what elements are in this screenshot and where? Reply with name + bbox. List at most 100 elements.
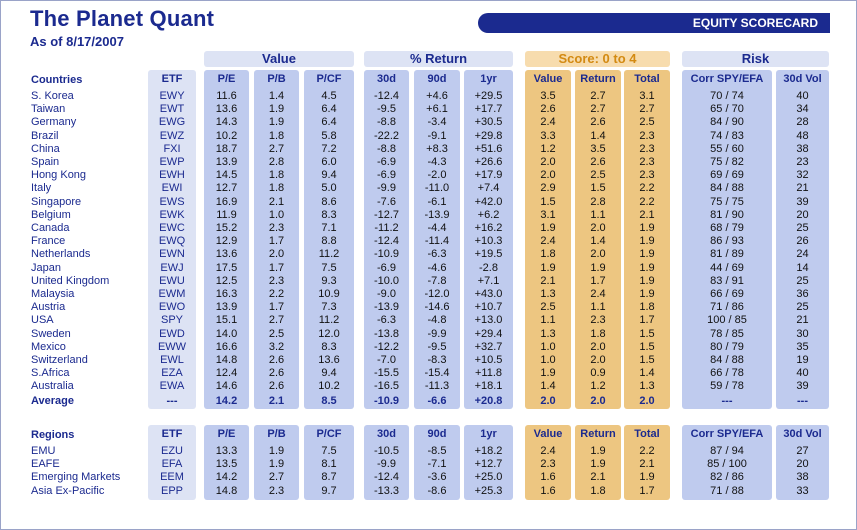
table-cell: 66 / 69 <box>710 288 744 300</box>
column-header: 1yr <box>480 428 497 440</box>
table-cell: 24 <box>796 248 809 261</box>
table-cell: 2.6 <box>590 156 606 168</box>
table-cell: 13.9 <box>215 301 238 314</box>
table-cell: 3.5 <box>590 142 606 155</box>
table-cell: 2.9 <box>540 182 556 195</box>
table-cell: EWZ <box>159 129 185 142</box>
table-cell: 1.1 <box>590 301 606 314</box>
table-cell: 2.6 <box>540 103 556 116</box>
table-cell: 15.1 <box>215 314 238 327</box>
column-header: 1yr <box>480 73 497 85</box>
row-label: Italy <box>31 182 52 195</box>
table-cell: FXI <box>163 142 181 155</box>
table-cell: 2.0 <box>540 156 556 168</box>
table-cell: EZA <box>161 367 183 380</box>
table-cell: 85 / 100 <box>707 458 747 471</box>
table-cell: 2.3 <box>268 484 285 497</box>
table-cell: 1.9 <box>540 367 556 380</box>
table-cell: 14.5 <box>215 169 238 182</box>
table-cell: 6.4 <box>321 116 337 129</box>
table-cell: 84 / 90 <box>710 116 744 129</box>
table-cell: 20 <box>796 458 809 471</box>
table-cell: 14.0 <box>215 327 238 340</box>
table-cell: -6.9 <box>377 169 396 182</box>
table-cell: 13.6 <box>318 354 340 366</box>
table-cell: 7.2 <box>321 142 337 155</box>
table-cell: +29.4 <box>474 327 503 340</box>
table-cell: 0.9 <box>590 367 606 380</box>
table-cell: 2.8 <box>590 195 606 208</box>
table-cell: 16.9 <box>215 195 238 208</box>
table-cell: 82 / 86 <box>710 471 744 484</box>
table-cell: 25 <box>796 274 809 287</box>
row-label: Netherlands <box>31 248 91 261</box>
table-cell: -6.3 <box>377 314 396 327</box>
average-cell: +20.8 <box>474 394 503 407</box>
table-cell: EWH <box>159 169 185 182</box>
table-cell: +8.3 <box>426 142 448 155</box>
table-cell: 1.3 <box>639 380 655 393</box>
table-cell: 81 / 89 <box>710 248 744 261</box>
table-cell: 87 / 94 <box>710 445 744 457</box>
column-header: ETF <box>161 73 183 85</box>
table-cell: +17.9 <box>474 169 503 182</box>
table-cell: 2.3 <box>639 142 655 155</box>
table-cell: 2.1 <box>540 274 556 287</box>
table-cell: EWN <box>159 248 185 261</box>
table-cell: +7.1 <box>477 274 500 287</box>
table-cell: 48 <box>796 129 809 142</box>
table-cell: -11.3 <box>424 380 450 393</box>
table-cell: 1.1 <box>540 314 556 327</box>
table-cell: 2.3 <box>639 156 655 168</box>
table-cell: EFA <box>161 458 183 471</box>
table-cell: 1.7 <box>268 301 285 314</box>
table-cell: 13.6 <box>215 103 238 116</box>
table-cell: 1.9 <box>639 235 655 248</box>
table-cell: 3.1 <box>540 208 556 221</box>
row-label: France <box>31 235 66 248</box>
table-cell: -12.4 <box>373 471 400 484</box>
table-cell: 2.4 <box>540 235 556 248</box>
table-cell: -6.1 <box>427 195 447 208</box>
row-label: S.Africa <box>31 367 70 380</box>
table-cell: +12.7 <box>474 458 503 471</box>
table-cell: 7.5 <box>321 445 337 457</box>
table-cell: 2.7 <box>590 103 606 116</box>
table-cell: 2.3 <box>268 274 285 287</box>
table-cell: EWJ <box>160 261 184 274</box>
table-cell: -13.9 <box>373 301 400 314</box>
table-cell: 38 <box>796 471 809 484</box>
table-cell: -2.0 <box>427 169 447 182</box>
table-cell: 14.2 <box>215 471 238 484</box>
table-cell: -22.2 <box>373 129 400 142</box>
table-cell: 1.8 <box>639 301 655 314</box>
table-cell: 2.6 <box>590 116 606 129</box>
row-label: Hong Kong <box>31 169 87 182</box>
table-cell: 2.0 <box>590 248 606 261</box>
table-cell: -9.5 <box>427 340 447 353</box>
table-cell: -13.9 <box>424 208 450 221</box>
table-cell: 80 / 79 <box>710 340 744 353</box>
column-header: ETF <box>161 428 183 440</box>
table-cell: -4.3 <box>427 156 447 168</box>
table-cell: 2.1 <box>268 195 285 208</box>
table-cell: 13.6 <box>215 248 238 261</box>
table-cell: 71 / 86 <box>710 301 744 314</box>
table-cell: 35 <box>796 340 809 353</box>
table-cell: 1.9 <box>639 471 655 484</box>
column-band <box>575 70 621 409</box>
table-cell: 1.3 <box>540 327 556 340</box>
table-cell: 2.7 <box>268 471 285 484</box>
table-cell: 65 / 70 <box>710 103 744 116</box>
table-cell: 1.8 <box>540 248 556 261</box>
table-cell: 66 / 78 <box>710 367 744 380</box>
table-cell: 33 <box>796 484 809 497</box>
table-cell: 16.3 <box>215 288 238 300</box>
table-cell: 1.9 <box>639 261 655 274</box>
table-cell: 1.4 <box>540 380 556 393</box>
table-cell: 81 / 90 <box>710 208 744 221</box>
table-cell: -12.7 <box>373 208 400 221</box>
table-cell: 18.7 <box>215 142 238 155</box>
table-cell: 1.7 <box>639 484 655 497</box>
table-cell: 13.5 <box>215 458 238 471</box>
